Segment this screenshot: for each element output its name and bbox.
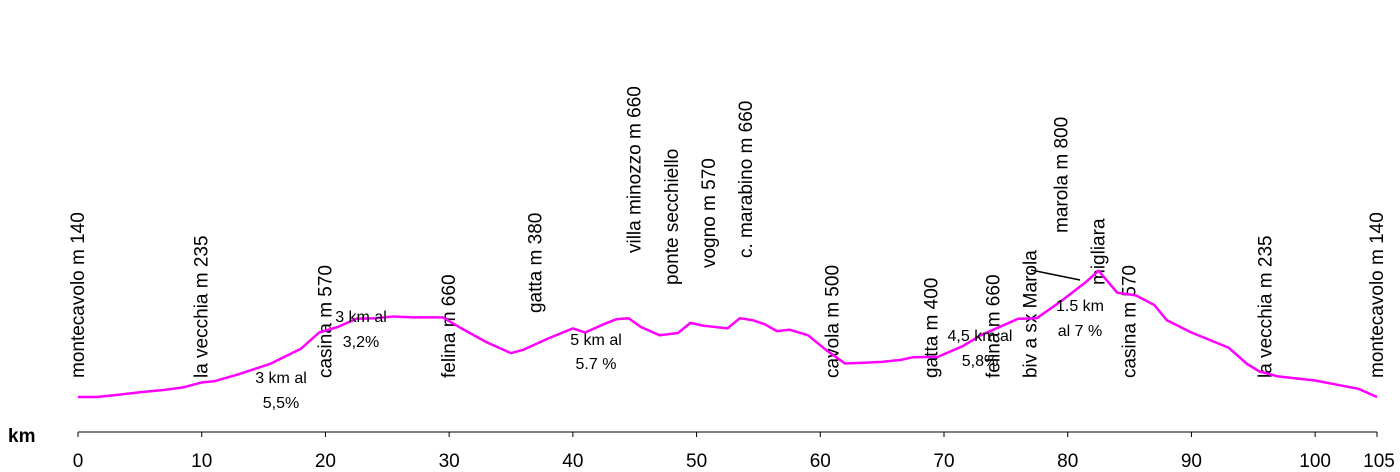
annotation-line: 4,5 km al xyxy=(948,328,1013,345)
place-label: casina m 570 xyxy=(1120,265,1141,378)
x-tick-label: 80 xyxy=(1057,451,1078,472)
gradient-annotations: 3 km al 5,5% 3 km al 3,2% 5 km al 5.7 % … xyxy=(255,298,1104,412)
annotation-line: al 7 % xyxy=(1058,323,1102,340)
place-label: montecavolo m 140 xyxy=(1367,212,1388,378)
x-tick-label: 60 xyxy=(810,451,831,472)
place-label: la vecchia m 235 xyxy=(192,235,213,378)
annotation-line: 3 km al xyxy=(255,370,307,387)
place-label: gatta m 400 xyxy=(922,278,943,378)
place-label: felina m 660 xyxy=(439,274,460,378)
annotation-line: 3 km al xyxy=(335,309,387,326)
x-tick-label: 0 xyxy=(73,451,84,472)
x-tick-label: 105 xyxy=(1363,451,1395,472)
annotation-group: 3 km al 3,2% xyxy=(335,309,387,351)
annotation-group: 5 km al 5.7 % xyxy=(570,332,622,373)
annotation-line: 5 km al xyxy=(570,332,622,349)
x-tick-label: 50 xyxy=(686,451,707,472)
place-label: marola m 800 xyxy=(1052,117,1073,233)
place-labels: montecavolo m 140 la vecchia m 235 casina … xyxy=(68,86,1388,378)
place-label: gatta m 380 xyxy=(526,213,547,313)
place-label: villa minozzo m 660 xyxy=(625,86,646,253)
x-tick-label: 70 xyxy=(933,451,954,472)
elevation-profile-line xyxy=(78,269,1378,399)
x-axis-ticks: 0 10 20 30 40 50 60 70 80 90 100 105 xyxy=(73,432,1395,472)
annotation-group: 3 km al 5,5% xyxy=(255,370,307,412)
place-label: migliara xyxy=(1089,218,1110,285)
place-label: casina m 570 xyxy=(315,265,336,378)
annotation-line: 5,8% xyxy=(962,353,998,370)
place-label: vogno m 570 xyxy=(699,158,720,268)
place-label: la vecchia m 235 xyxy=(1256,235,1277,378)
marola-pointer-line xyxy=(1030,269,1081,281)
annotation-group: 4,5 km al 5,8% xyxy=(948,328,1013,370)
x-axis-label: km xyxy=(8,426,35,447)
annotation-line: 1.5 km xyxy=(1056,298,1104,315)
x-tick-label: 10 xyxy=(191,451,212,472)
annotation-line: 5.7 % xyxy=(576,356,617,373)
x-tick-label: 90 xyxy=(1181,451,1202,472)
annotation-line: 3,2% xyxy=(343,334,379,351)
x-tick-label: 100 xyxy=(1299,451,1331,472)
annotation-line: 5,5% xyxy=(263,395,299,412)
place-label: montecavolo m 140 xyxy=(68,212,89,378)
place-label: felina m 660 xyxy=(983,274,1004,378)
place-label: ponte secchiello xyxy=(662,149,683,285)
x-axis: 0 10 20 30 40 50 60 70 80 90 100 105 km xyxy=(8,426,1395,472)
place-label: cavola m 500 xyxy=(823,265,844,378)
place-label: biv a sx Marola xyxy=(1021,250,1042,378)
annotation-group: 1.5 km al 7 % xyxy=(1056,298,1104,340)
x-tick-label: 40 xyxy=(562,451,583,472)
place-label: c. marabino m 660 xyxy=(736,101,757,258)
x-tick-label: 30 xyxy=(439,451,460,472)
x-tick-label: 20 xyxy=(315,451,336,472)
